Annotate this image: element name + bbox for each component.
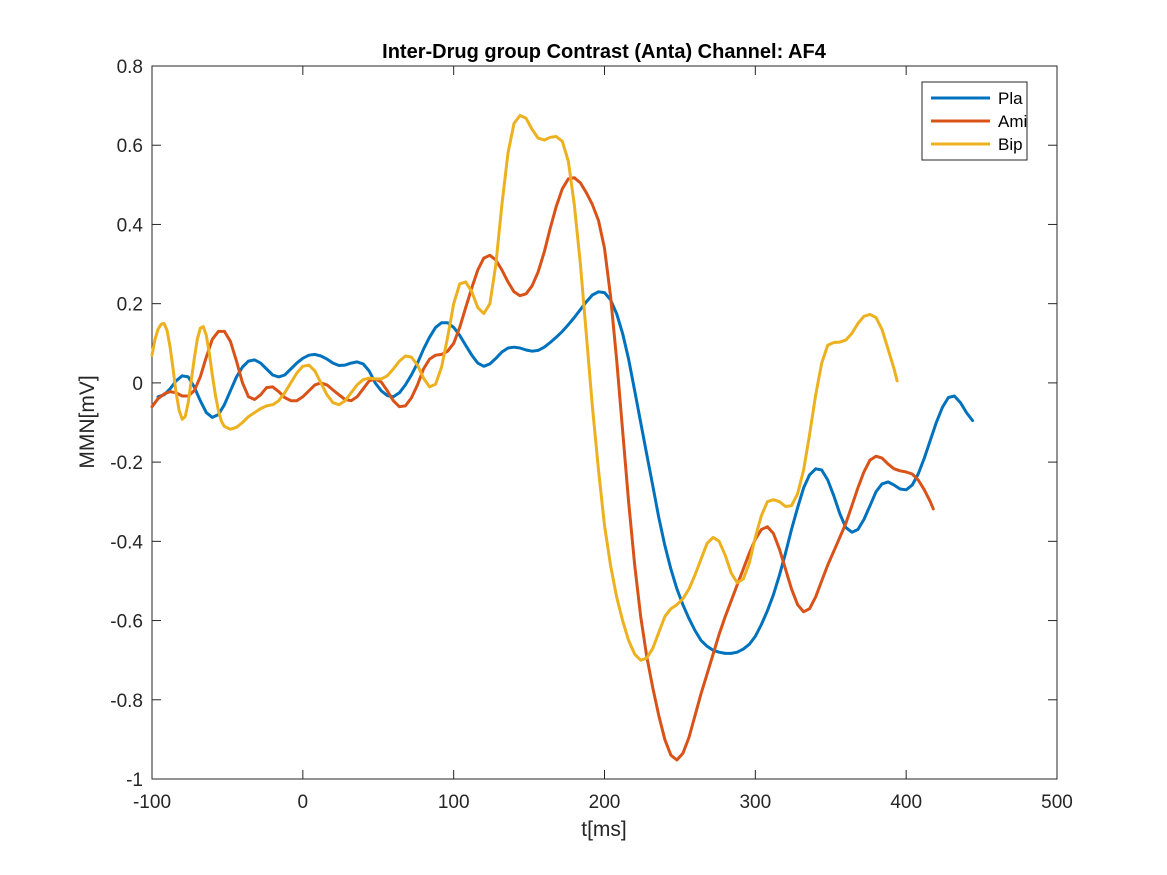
y-tick-label-0-4: 0.4 <box>117 215 144 236</box>
y-tick-label-0: 0 <box>132 374 143 395</box>
x-tick-label-200: 200 <box>589 792 621 813</box>
x-tick-label-400: 400 <box>890 792 922 813</box>
ticks-layer: -100 0 100 200 300 400 500 -1 -0.8 -0.6 -0.4 -0.2 0 0… <box>110 57 1073 813</box>
series-layer <box>150 114 974 762</box>
y-tick-label-0-6: 0.6 <box>117 136 143 157</box>
series-line-bip <box>150 114 899 662</box>
legend-label-pla: Pla <box>998 89 1023 108</box>
y-tick-label-0-6: -0.6 <box>110 612 143 633</box>
y-tick-label-0-8: 0.8 <box>117 57 143 78</box>
y-tick-label-0-8: -0.8 <box>110 691 143 712</box>
y-tick-label-0-4: -0.4 <box>110 532 143 553</box>
plot-area <box>151 65 1058 780</box>
x-tick-label-100: 100 <box>438 792 470 813</box>
x-axis-label: t[ms] <box>581 818 627 841</box>
x-tick-label-300: 300 <box>739 792 771 813</box>
y-tick-label-0-2: 0.2 <box>117 295 143 316</box>
series-line-pla <box>156 290 974 655</box>
x-tick-label-500: 500 <box>1041 792 1073 813</box>
legend-label-ami: Ami <box>998 112 1027 131</box>
legend: Pla Ami Bip <box>921 81 1028 161</box>
legend-label-bip: Bip <box>998 135 1023 154</box>
x-tick-label-0: 0 <box>298 792 309 813</box>
chart-title: Inter-Drug group Contrast (Anta) Channel… <box>382 41 827 63</box>
y-axis-label: MMN[mV] <box>76 375 99 468</box>
x-tick-label-100: -100 <box>133 792 171 813</box>
y-tick-label-1: -1 <box>126 770 143 791</box>
y-tick-label-0-2: -0.2 <box>110 453 143 474</box>
